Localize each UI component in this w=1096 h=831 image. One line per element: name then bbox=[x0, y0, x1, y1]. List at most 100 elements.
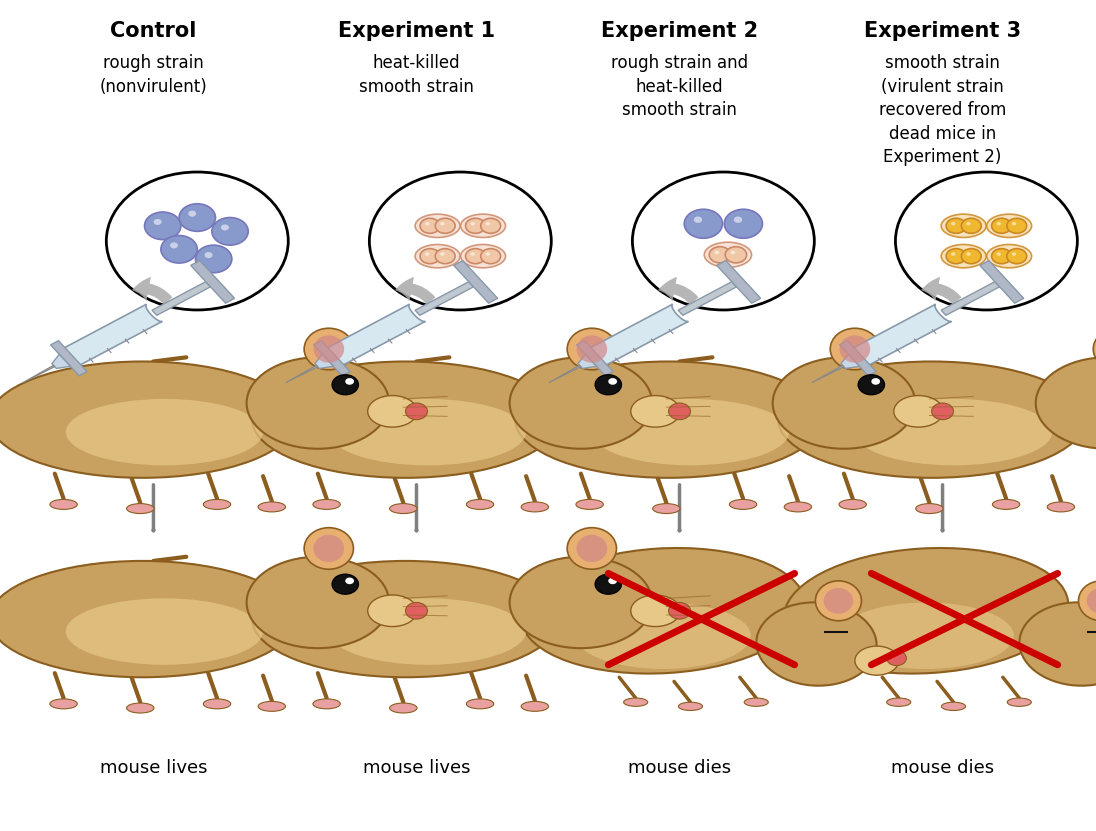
Ellipse shape bbox=[368, 595, 418, 627]
Ellipse shape bbox=[568, 328, 616, 370]
Circle shape bbox=[1008, 219, 1026, 233]
Circle shape bbox=[345, 578, 354, 584]
Circle shape bbox=[1009, 220, 1024, 232]
Ellipse shape bbox=[941, 244, 986, 268]
Circle shape bbox=[442, 253, 449, 259]
Circle shape bbox=[728, 248, 744, 261]
Ellipse shape bbox=[368, 396, 418, 427]
Circle shape bbox=[427, 224, 433, 228]
Circle shape bbox=[468, 250, 483, 262]
Circle shape bbox=[993, 219, 1011, 233]
Ellipse shape bbox=[252, 561, 559, 677]
Circle shape bbox=[435, 219, 455, 234]
Circle shape bbox=[467, 219, 484, 233]
Circle shape bbox=[951, 222, 961, 229]
Circle shape bbox=[1000, 224, 1004, 228]
Polygon shape bbox=[454, 261, 498, 303]
Circle shape bbox=[423, 250, 437, 262]
Circle shape bbox=[955, 255, 957, 257]
Circle shape bbox=[724, 209, 763, 238]
Circle shape bbox=[1011, 221, 1023, 230]
Ellipse shape bbox=[247, 557, 389, 648]
Ellipse shape bbox=[824, 588, 854, 613]
Circle shape bbox=[961, 248, 981, 263]
Circle shape bbox=[961, 219, 981, 234]
Circle shape bbox=[963, 250, 979, 262]
Circle shape bbox=[490, 255, 492, 257]
Circle shape bbox=[205, 252, 222, 266]
Circle shape bbox=[161, 235, 197, 263]
Circle shape bbox=[951, 253, 961, 260]
Circle shape bbox=[995, 221, 1007, 230]
Circle shape bbox=[968, 253, 975, 259]
Circle shape bbox=[179, 204, 216, 231]
Polygon shape bbox=[23, 366, 55, 382]
Circle shape bbox=[481, 219, 501, 234]
Ellipse shape bbox=[50, 499, 77, 509]
Circle shape bbox=[212, 218, 248, 245]
Ellipse shape bbox=[894, 396, 943, 427]
Circle shape bbox=[486, 253, 490, 256]
Circle shape bbox=[734, 217, 742, 223]
Circle shape bbox=[203, 250, 225, 268]
FancyArrowPatch shape bbox=[921, 277, 961, 305]
Circle shape bbox=[1014, 224, 1019, 228]
Circle shape bbox=[170, 243, 189, 256]
Circle shape bbox=[487, 223, 494, 229]
Circle shape bbox=[1016, 255, 1018, 257]
Circle shape bbox=[332, 574, 358, 594]
Circle shape bbox=[469, 252, 481, 261]
Circle shape bbox=[219, 223, 241, 240]
Circle shape bbox=[967, 222, 971, 225]
Circle shape bbox=[954, 224, 959, 228]
Circle shape bbox=[191, 213, 204, 223]
Circle shape bbox=[684, 209, 722, 238]
Ellipse shape bbox=[247, 357, 389, 449]
Circle shape bbox=[969, 224, 973, 228]
Ellipse shape bbox=[313, 499, 340, 509]
Text: smooth strain
(virulent strain
recovered from
dead mice in
Experiment 2): smooth strain (virulent strain recovered… bbox=[879, 54, 1006, 166]
Circle shape bbox=[425, 253, 435, 260]
Ellipse shape bbox=[329, 598, 526, 665]
Circle shape bbox=[195, 216, 199, 219]
Circle shape bbox=[1012, 253, 1016, 256]
Circle shape bbox=[406, 602, 427, 619]
Ellipse shape bbox=[729, 499, 756, 509]
Ellipse shape bbox=[784, 502, 811, 512]
Circle shape bbox=[966, 221, 978, 230]
Ellipse shape bbox=[773, 357, 915, 449]
Ellipse shape bbox=[778, 361, 1085, 478]
Ellipse shape bbox=[0, 361, 296, 478]
Circle shape bbox=[997, 223, 1005, 229]
Ellipse shape bbox=[1007, 698, 1031, 706]
Circle shape bbox=[997, 253, 1005, 259]
Circle shape bbox=[186, 209, 208, 226]
Ellipse shape bbox=[259, 701, 285, 711]
Ellipse shape bbox=[510, 357, 652, 449]
Circle shape bbox=[967, 222, 977, 229]
Circle shape bbox=[698, 220, 708, 228]
Circle shape bbox=[950, 221, 962, 230]
Text: Control: Control bbox=[111, 21, 196, 41]
Circle shape bbox=[475, 255, 477, 257]
Circle shape bbox=[932, 403, 954, 420]
Circle shape bbox=[608, 578, 617, 584]
Circle shape bbox=[1008, 249, 1026, 263]
Polygon shape bbox=[152, 282, 210, 315]
Circle shape bbox=[473, 254, 478, 258]
Circle shape bbox=[1013, 253, 1020, 259]
Circle shape bbox=[195, 245, 232, 273]
Circle shape bbox=[952, 253, 960, 259]
Circle shape bbox=[466, 219, 486, 234]
Circle shape bbox=[729, 249, 743, 260]
Circle shape bbox=[168, 241, 191, 258]
Circle shape bbox=[427, 254, 433, 258]
Circle shape bbox=[947, 249, 964, 263]
Ellipse shape bbox=[313, 335, 344, 362]
Circle shape bbox=[715, 251, 726, 258]
Circle shape bbox=[420, 248, 439, 263]
Text: Experiment 3: Experiment 3 bbox=[864, 21, 1021, 41]
Circle shape bbox=[490, 225, 492, 227]
Ellipse shape bbox=[390, 504, 416, 514]
Circle shape bbox=[426, 253, 434, 259]
